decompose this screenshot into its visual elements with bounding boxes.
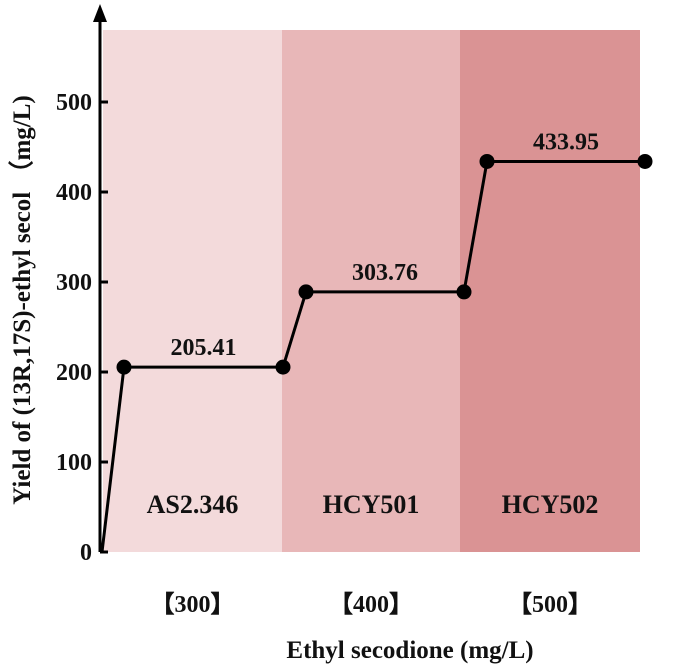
data-point-5	[479, 153, 495, 169]
y-tick-label-500: 500	[56, 90, 92, 116]
y-tick-label-200: 200	[56, 360, 92, 386]
value-label-3: 433.95	[533, 129, 599, 155]
band-3	[460, 30, 640, 552]
value-label-2: 303.76	[352, 260, 418, 286]
band-label-1: AS2.346	[147, 490, 239, 519]
value-label-group: 205.41 303.76 433.95	[171, 129, 600, 361]
value-label-1: 205.41	[171, 335, 237, 361]
data-point-3	[298, 284, 314, 300]
band-1	[103, 30, 282, 552]
x-axis-title: Ethyl secodione (mg/L)	[286, 637, 533, 664]
y-tick-label-400: 400	[56, 180, 92, 206]
data-point-6	[637, 153, 653, 169]
data-point-2	[275, 359, 291, 375]
data-point-1	[116, 359, 132, 375]
y-tick-group: 0 100 200 300 400 500	[56, 90, 108, 566]
category-label-1: 【300】	[151, 591, 235, 618]
data-point-4	[456, 284, 472, 300]
y-tick-label-100: 100	[56, 450, 92, 476]
y-axis-arrow	[93, 4, 107, 22]
y-axis-title: Yield of (13R,17S)-ethyl secol （mg/L)	[7, 95, 36, 504]
series-group	[100, 153, 653, 553]
category-label-2: 【400】	[329, 591, 413, 618]
y-tick-label-0: 0	[80, 540, 92, 566]
category-label-3: 【500】	[508, 591, 592, 618]
band-label-2: HCY501	[323, 490, 420, 519]
y-tick-label-300: 300	[56, 270, 92, 296]
category-label-group: 【300】 【400】 【500】	[151, 591, 593, 618]
band-label-3: HCY502	[502, 490, 599, 519]
